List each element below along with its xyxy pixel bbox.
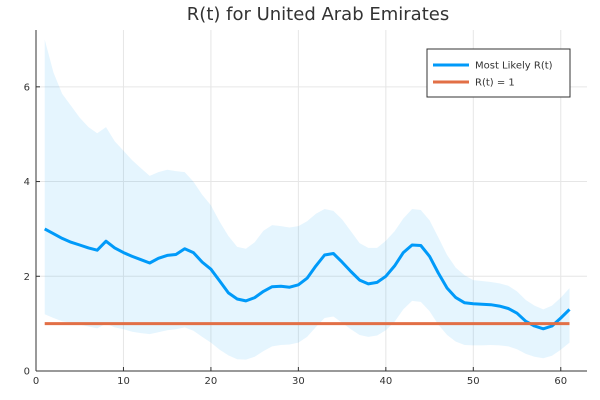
x-tick-label-10: 10 <box>117 376 130 387</box>
tick-labels: 0 10 20 30 40 50 60 0 2 4 6 <box>24 82 568 387</box>
axes <box>35 30 587 372</box>
legend-box <box>426 48 571 98</box>
y-tick-label-4: 4 <box>24 177 30 188</box>
confidence-band-area <box>44 39 570 360</box>
series-line-most-likely-rt <box>43 227 571 331</box>
x-tick-label-20: 20 <box>205 376 218 387</box>
series-lines <box>43 227 571 331</box>
y-tick-label-2: 2 <box>24 272 30 283</box>
legend-label-most-likely-rt: Most Likely R(t) <box>475 61 553 72</box>
chart-title: R(t) for United Arab Emirates <box>187 4 449 25</box>
x-tick-label-0: 0 <box>33 376 39 387</box>
y-tick-label-6: 6 <box>24 82 30 93</box>
confidence-band <box>44 39 570 360</box>
x-tick-label-40: 40 <box>379 376 392 387</box>
x-tick-label-50: 50 <box>467 376 480 387</box>
legend: Most Likely R(t) R(t) = 1 <box>426 48 571 98</box>
legend-label-rt-equals-1: R(t) = 1 <box>475 78 515 89</box>
x-tick-label-60: 60 <box>554 376 567 387</box>
x-tick-label-30: 30 <box>292 376 305 387</box>
y-tick-label-0: 0 <box>24 367 30 378</box>
